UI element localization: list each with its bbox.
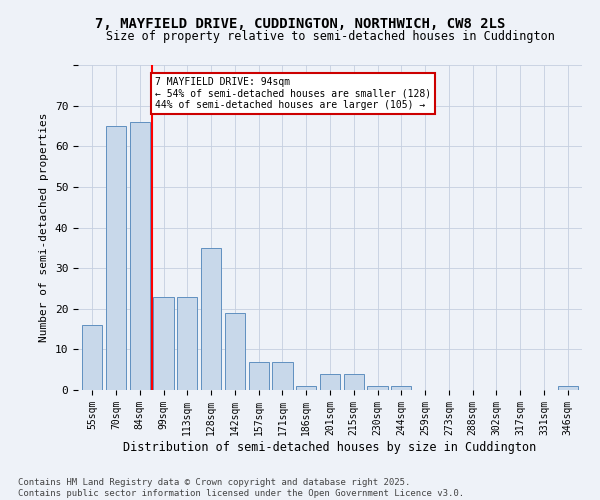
X-axis label: Distribution of semi-detached houses by size in Cuddington: Distribution of semi-detached houses by … — [124, 440, 536, 454]
Text: 7, MAYFIELD DRIVE, CUDDINGTON, NORTHWICH, CW8 2LS: 7, MAYFIELD DRIVE, CUDDINGTON, NORTHWICH… — [95, 18, 505, 32]
Bar — [201, 248, 221, 390]
Bar — [344, 374, 364, 390]
Text: 7 MAYFIELD DRIVE: 94sqm
← 54% of semi-detached houses are smaller (128)
44% of s: 7 MAYFIELD DRIVE: 94sqm ← 54% of semi-de… — [155, 77, 431, 110]
Bar — [106, 126, 126, 390]
Bar — [248, 362, 269, 390]
Bar — [225, 313, 245, 390]
Title: Size of property relative to semi-detached houses in Cuddington: Size of property relative to semi-detach… — [106, 30, 554, 43]
Bar — [82, 325, 103, 390]
Bar — [391, 386, 412, 390]
Text: Contains HM Land Registry data © Crown copyright and database right 2025.
Contai: Contains HM Land Registry data © Crown c… — [18, 478, 464, 498]
Bar — [320, 374, 340, 390]
Bar — [367, 386, 388, 390]
Bar — [272, 362, 293, 390]
Bar — [557, 386, 578, 390]
Bar — [130, 122, 150, 390]
Bar — [296, 386, 316, 390]
Bar — [154, 296, 173, 390]
Y-axis label: Number of semi-detached properties: Number of semi-detached properties — [39, 113, 49, 342]
Bar — [177, 296, 197, 390]
